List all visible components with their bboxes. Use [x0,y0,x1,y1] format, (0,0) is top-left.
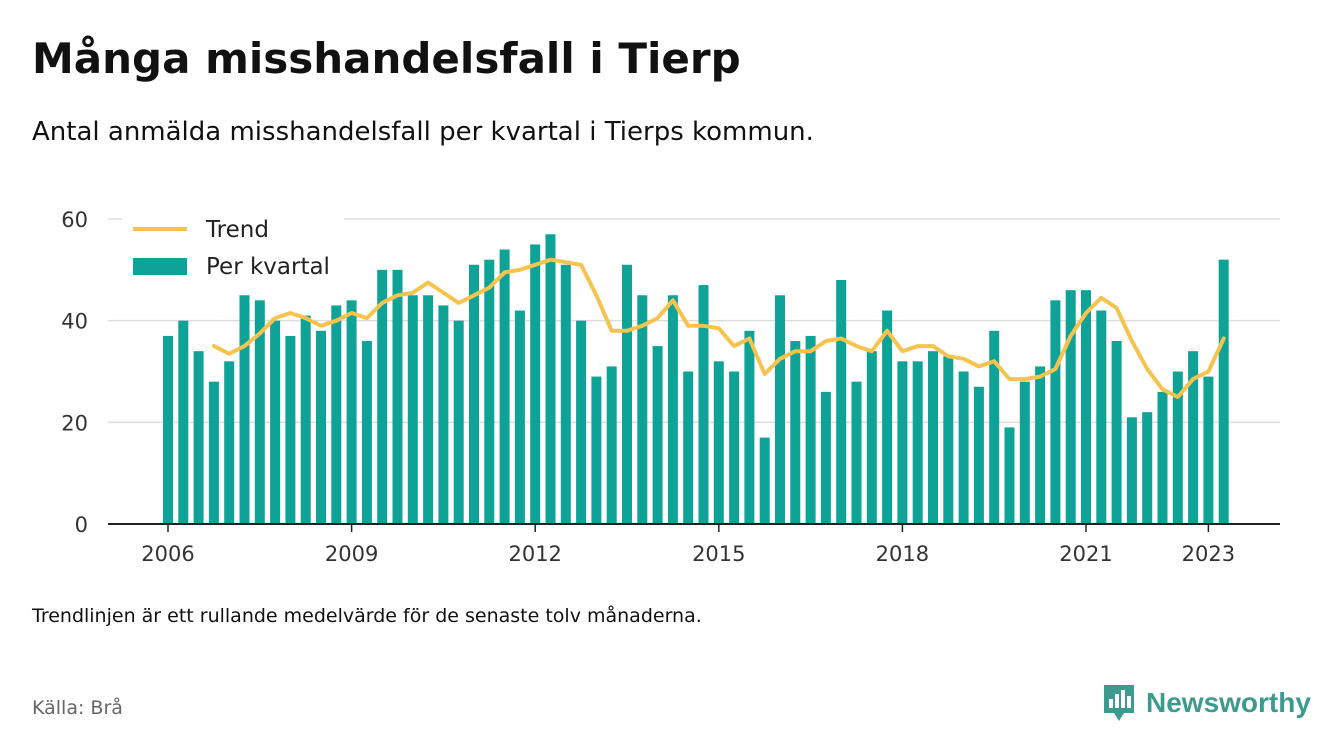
bar [805,335,816,524]
bar [713,361,724,524]
bar [331,305,342,524]
bar [346,300,357,524]
bar [1111,341,1122,524]
bar [882,310,893,524]
x-tick-label: 2021 [1059,542,1112,566]
bar [591,376,602,524]
bar [469,264,479,524]
bar [484,259,495,524]
bar [606,366,617,524]
bar [1126,417,1137,524]
bar [698,285,709,524]
bar [1065,290,1076,524]
x-tick-label: 2015 [692,542,745,566]
chart-area: 0 20 40 60 2006 2009 2012 2015 2018 2021 2023 Trend… [61,208,1280,566]
bar [285,335,296,524]
bar [744,330,755,524]
trend-line [211,257,1226,399]
bar [239,295,250,524]
bar [958,371,969,524]
bar [851,381,862,524]
bar [790,341,801,524]
bar [514,310,525,524]
bar [1019,381,1030,524]
bar [530,244,541,524]
bar [407,295,418,524]
bar [1203,376,1214,524]
x-tick-label: 2023 [1182,542,1235,566]
bar [729,371,740,524]
bar [300,315,311,524]
newsworthy-logo-icon [1104,685,1134,721]
bar [897,361,908,524]
bar [270,320,281,524]
bar [622,264,632,524]
bar [423,295,434,524]
bar [193,351,204,524]
source-label: Källa: Brå [32,697,123,719]
x-tick-label: 2018 [876,542,929,566]
bar [1157,391,1168,524]
bar [667,295,678,524]
legend-bar-label: Per kvartal [206,254,330,280]
bar [438,305,449,524]
chart-subtitle: Antal anmälda misshandelsfall per kvarta… [32,117,814,147]
bar [866,351,877,524]
legend-bar-swatch [133,258,187,275]
y-tick-label: 60 [61,208,88,232]
x-tick-label: 2012 [508,542,561,566]
bar [1081,290,1091,524]
footnote: Trendlinjen är ett rullande medelvärde f… [32,605,702,627]
bar [1004,427,1015,524]
bar [1172,371,1183,524]
bar [820,391,831,524]
bar [254,300,265,524]
bar [163,335,173,524]
bar [208,381,219,524]
bar [1050,300,1061,524]
x-tick-label: 2006 [141,542,194,566]
x-tick-label: 2009 [325,542,378,566]
bar [1096,310,1107,524]
bar [178,320,189,524]
bar [1188,351,1199,524]
bar [943,356,954,524]
bar [361,341,372,524]
bar [453,320,464,524]
bar [836,280,847,524]
y-tick-label: 40 [61,310,88,334]
bar [316,330,326,524]
bar [928,351,938,524]
bar [1142,412,1153,524]
chart-title: Många misshandelsfall i Tierp [32,34,741,83]
bar [560,264,571,524]
y-tick-label: 0 [75,513,88,537]
legend-background [122,208,344,290]
bar [637,295,648,524]
bar [224,361,235,524]
bar [576,320,587,524]
brand-logo[interactable]: Newsworthy [1102,682,1311,724]
bar [1218,259,1229,524]
bar [499,249,510,524]
bar [545,234,556,524]
bar [377,269,388,524]
bar [759,437,770,524]
bar [775,295,785,524]
bar [683,371,694,524]
bar [912,361,923,524]
brand-name: Newsworthy [1146,687,1311,718]
legend-trend-label: Trend [205,217,269,243]
bar [652,346,663,524]
bar [392,269,403,524]
bar [1035,366,1046,524]
bar [989,330,1000,524]
y-tick-label: 20 [61,411,88,435]
bar [973,386,984,524]
